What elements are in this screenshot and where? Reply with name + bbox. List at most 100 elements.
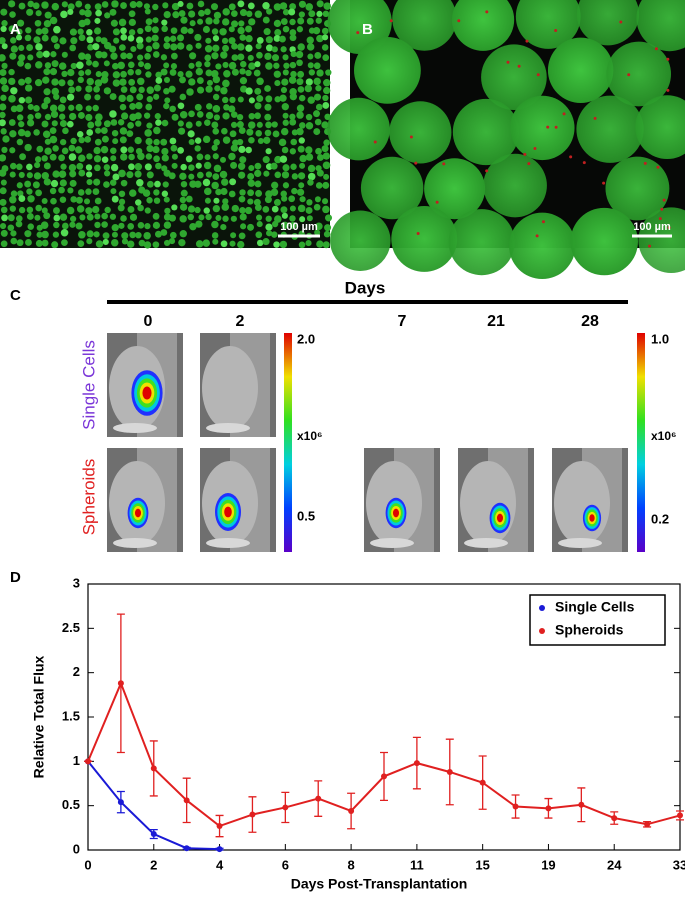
cell <box>171 153 178 160</box>
cell <box>280 206 288 214</box>
cell <box>180 189 188 197</box>
cell <box>110 119 118 126</box>
cell <box>306 199 313 206</box>
cell <box>228 26 235 33</box>
cell <box>100 127 108 135</box>
cell <box>17 114 24 121</box>
cell <box>228 3 236 11</box>
cell <box>304 84 313 93</box>
red-cell <box>554 125 558 129</box>
cell <box>77 76 84 83</box>
data-point <box>216 823 223 830</box>
cell <box>86 153 93 160</box>
cell <box>8 25 16 33</box>
cell <box>297 172 306 180</box>
cell <box>103 60 110 67</box>
cell <box>321 145 329 153</box>
cell <box>95 71 102 78</box>
cell <box>239 189 246 196</box>
cell <box>254 87 262 95</box>
cell <box>171 2 180 11</box>
cell <box>171 162 178 169</box>
red-cell <box>648 244 652 248</box>
cell <box>109 179 117 186</box>
cell <box>27 119 35 127</box>
cell <box>145 18 153 26</box>
cell <box>155 71 162 79</box>
cell <box>289 18 296 26</box>
cell <box>272 130 280 138</box>
cell <box>27 114 34 121</box>
cell <box>194 145 201 152</box>
cell <box>316 10 323 17</box>
cell <box>137 54 144 61</box>
cell <box>237 0 245 8</box>
red-cell <box>666 88 670 92</box>
cell <box>161 19 168 26</box>
cell <box>179 203 188 211</box>
cell <box>26 8 34 16</box>
cell <box>87 43 94 51</box>
cell <box>316 69 324 77</box>
data-point <box>315 795 322 802</box>
cell <box>95 240 104 248</box>
cell <box>67 93 75 101</box>
cell <box>136 36 144 44</box>
day-label: 0 <box>144 313 153 330</box>
cell <box>127 240 135 248</box>
cell <box>76 61 84 70</box>
colorbar <box>637 333 645 552</box>
cell <box>290 138 298 146</box>
cell <box>296 104 305 112</box>
cell <box>314 229 321 236</box>
cell <box>16 28 23 36</box>
spheroid <box>576 0 640 46</box>
cell <box>202 25 210 33</box>
cell <box>256 36 264 44</box>
cell <box>194 103 202 111</box>
red-cell <box>562 112 566 116</box>
cell <box>84 3 91 10</box>
cell <box>223 70 231 78</box>
cell <box>220 51 228 59</box>
cell <box>8 68 15 76</box>
cell <box>281 78 289 86</box>
cell <box>146 145 154 153</box>
spheroid <box>483 153 547 218</box>
cell <box>154 113 161 120</box>
cell <box>35 61 43 69</box>
cell <box>230 144 239 152</box>
cell <box>1 43 8 50</box>
cell <box>297 204 306 213</box>
cell <box>247 223 254 231</box>
cell <box>85 164 93 171</box>
red-cell <box>525 39 529 43</box>
cell <box>254 102 262 110</box>
cell <box>15 215 23 222</box>
cell <box>94 197 102 205</box>
cell <box>145 45 153 53</box>
cell <box>78 34 86 42</box>
cell <box>126 94 134 103</box>
cell <box>180 163 187 171</box>
row-label: Spheroids <box>79 459 98 536</box>
spheroid <box>635 95 685 160</box>
cell <box>271 46 278 53</box>
mouse-paw <box>113 423 157 433</box>
spheroid <box>636 0 685 52</box>
cell <box>298 94 306 102</box>
cell <box>143 231 151 240</box>
cell <box>41 27 49 35</box>
cell <box>51 60 59 68</box>
cell <box>248 97 255 104</box>
cell <box>127 61 135 69</box>
cell <box>239 9 248 17</box>
cell <box>195 42 202 49</box>
cell <box>169 137 177 145</box>
cell <box>68 144 76 152</box>
cell <box>282 9 290 16</box>
colorbar-unit: x10⁶ <box>651 429 677 443</box>
cell <box>291 173 299 180</box>
cell <box>51 78 59 86</box>
cell <box>203 161 212 170</box>
